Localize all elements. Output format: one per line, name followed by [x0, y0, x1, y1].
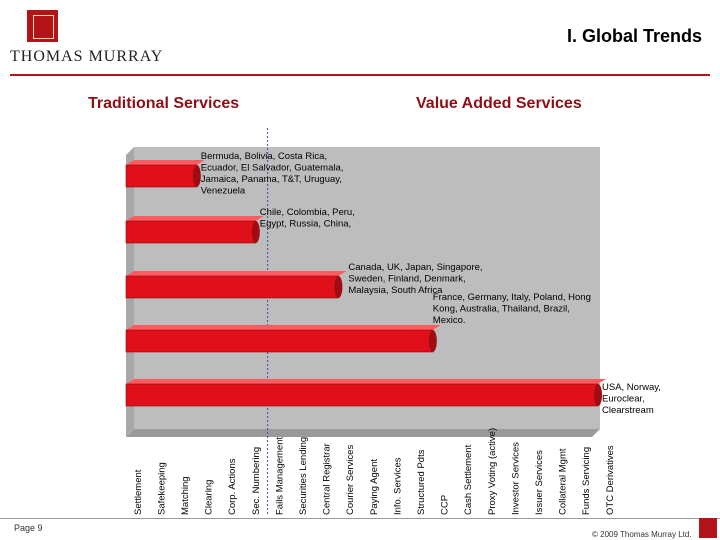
bar-end-cap [192, 165, 201, 187]
x-tick-label: Safekeeping [156, 462, 167, 515]
x-tick-label: Courier Services [345, 445, 356, 515]
x-tick-label: Sec. Numbering [251, 447, 262, 515]
footer-divider [0, 518, 720, 519]
bar [125, 275, 339, 299]
value-added-services-heading: Value Added Services [416, 95, 582, 112]
page-title: I. Global Trends [566, 26, 702, 46]
bar-end-cap [428, 330, 437, 352]
x-tick-label: Proxy Voting (active) [487, 428, 498, 515]
header-divider [10, 74, 710, 76]
bar-data-label: USA, Norway, Euroclear, Clearstream [602, 382, 661, 416]
plot-floor [126, 429, 600, 437]
bar [125, 329, 434, 353]
x-tick-label: Collateral Mgmt [558, 448, 569, 515]
bar-top-face [126, 379, 606, 384]
x-tick-label: Securities Lending [298, 437, 309, 515]
copyright: © 2009 Thomas Murray Ltd. [592, 530, 692, 539]
x-tick-label: Paying Agent [369, 459, 380, 515]
bar-data-label: Canada, UK, Japan, Singapore, Sweden, Fin… [348, 262, 482, 296]
bar-end-cap [334, 276, 343, 298]
bar-top-face [126, 216, 264, 221]
traditional-services-heading: Traditional Services [88, 95, 240, 112]
bar-end-cap [251, 221, 260, 243]
x-tick-label: OTC Derivatives [605, 445, 616, 515]
x-tick-label: CCP [440, 495, 451, 515]
x-tick-label: Central Registrar [322, 443, 333, 515]
x-tick-label: Structured Pdts [416, 449, 427, 515]
bar-data-label: Bermuda, Bolivia, Costa Rica, Ecuador, El… [201, 151, 344, 197]
x-tick-label: Issuer Services [534, 450, 545, 515]
x-tick-label: Funds Servicing [581, 447, 592, 515]
logo-text: THOMAS MURRAY [10, 48, 164, 65]
x-tick-label: Info. Services [392, 457, 403, 515]
bar [125, 383, 599, 407]
x-tick-label: Cash Settlement [463, 444, 474, 515]
bar-top-face [126, 325, 441, 330]
bar-top-face [126, 160, 205, 165]
bar-top-face [126, 271, 347, 276]
x-tick-label: Investor Services [510, 442, 521, 515]
footer-logo-icon [699, 518, 717, 538]
thomas-murray-logo-icon [27, 10, 58, 42]
bar-end-cap [594, 384, 602, 406]
x-tick-label: Fails Management [274, 436, 285, 515]
bar [125, 220, 257, 244]
bar-data-label: France, Germany, Italy, Poland, Hong Kong… [433, 292, 591, 326]
x-tick-label: Settlement [133, 469, 144, 515]
bar [125, 164, 198, 188]
bar-data-label: Chile, Colombia, Peru, Egypt, Russia, Chi… [260, 207, 355, 230]
page-number: Page 9 [14, 523, 43, 533]
x-tick-label: Corp. Actions [227, 458, 238, 515]
x-tick-label: Clearing [204, 480, 215, 515]
x-tick-label: Matching [180, 476, 191, 515]
